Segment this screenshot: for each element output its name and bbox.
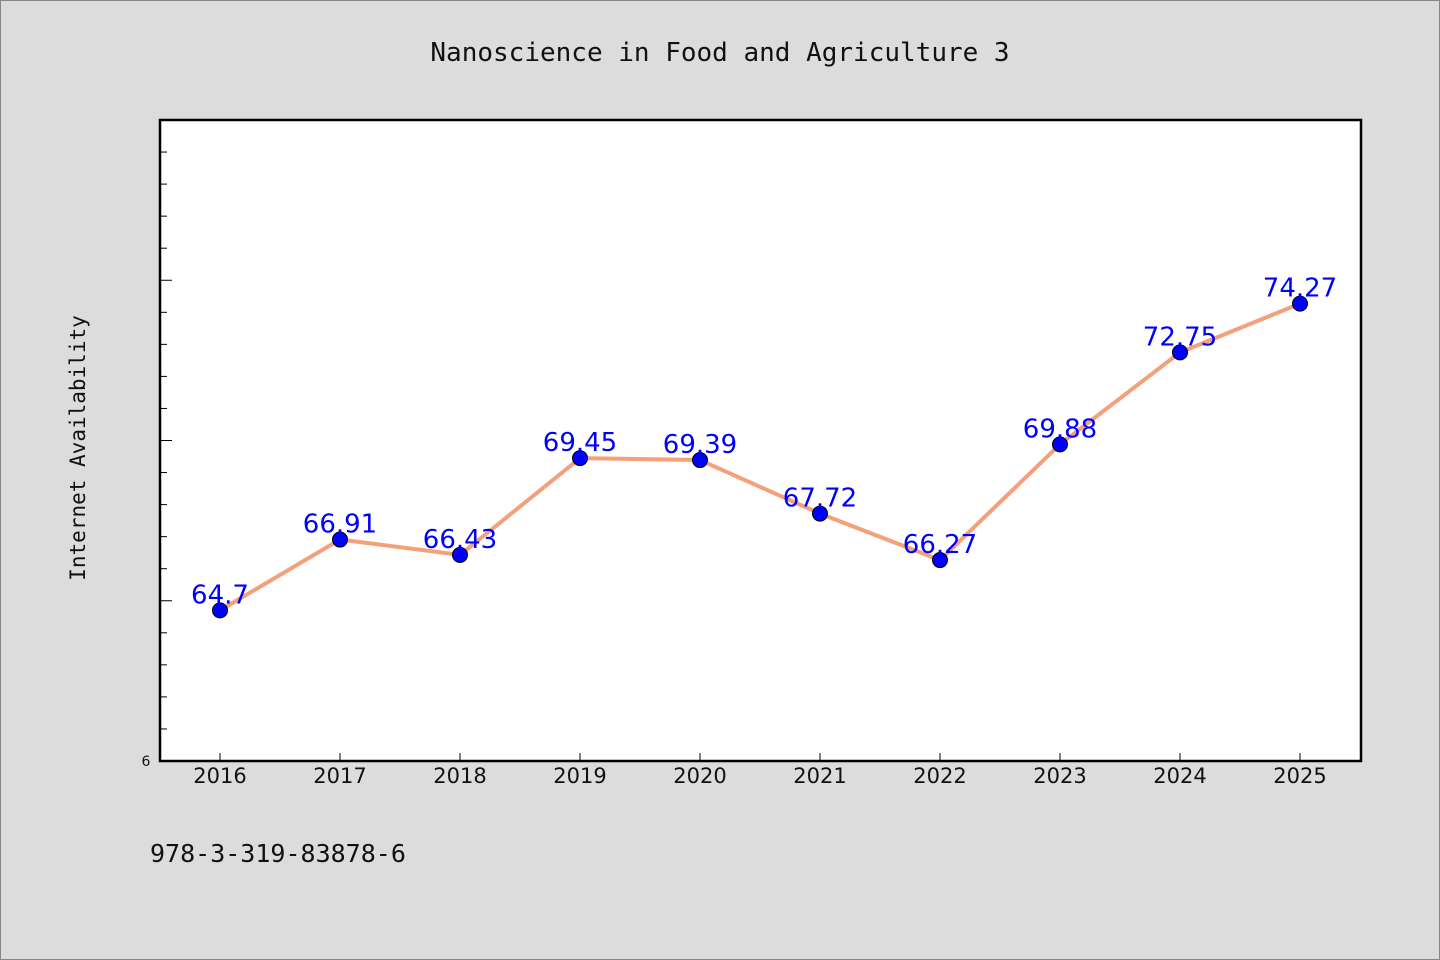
data-point [1052,436,1068,453]
data-label: 69.39 [663,430,737,460]
x-tick-label: 2016 [193,764,246,788]
y-axis-label: Internet Availability [66,315,90,581]
chart-title: Nanoscience in Food and Agriculture 3 [430,38,1009,68]
x-tick-label: 2022 [913,764,966,788]
x-tick-label: 2019 [553,764,606,788]
isbn-footer: 978-3-319-83878-6 [150,839,406,868]
data-label: 66.91 [303,510,377,540]
y-tick-label-min: 6 [142,754,151,770]
data-label: 67.72 [783,484,857,514]
data-label: 66.27 [903,530,977,560]
x-tick-label: 2018 [433,764,486,788]
data-label: 69.45 [543,428,617,458]
plot-area [158,118,1363,763]
x-tick-label: 2025 [1273,764,1326,788]
data-label: 69.88 [1023,414,1097,444]
x-axis-ticks: 2016 2017 2018 2019 2020 2021 2022 2023 2024 2025 [193,753,1327,788]
y-axis-ticks [160,151,172,730]
x-tick-label: 2021 [793,764,846,788]
data-point [572,450,588,467]
series-line [218,301,1301,613]
data-label: 72.75 [1143,322,1217,352]
data-point [812,505,828,522]
data-label: 74.27 [1263,274,1337,304]
series-line-group [218,301,1301,613]
data-point [932,552,948,569]
data-point [1292,295,1308,312]
data-markers [212,295,1308,619]
data-point [332,531,348,548]
data-point [452,546,468,563]
data-label: 66.43 [423,525,497,555]
data-label: 64.7 [191,580,249,610]
x-tick-label: 2023 [1033,764,1086,788]
data-point [1172,344,1188,361]
data-point [212,602,228,619]
x-tick-label: 2020 [673,764,726,788]
x-tick-label: 2017 [313,764,366,788]
data-point [692,452,708,469]
data-labels: 64.7 66.91 66.43 69.45 69.39 67.72 66.27 69.88 7… [191,274,1337,611]
x-tick-label: 2024 [1153,764,1206,788]
